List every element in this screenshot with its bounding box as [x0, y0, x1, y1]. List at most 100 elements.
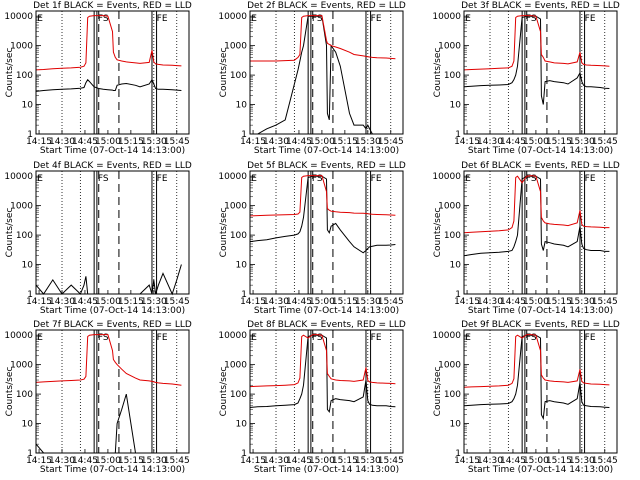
marker-label: FS: [526, 14, 537, 24]
x-tick-label: 14:15: [454, 297, 480, 307]
y-tick-label: 100: [16, 71, 33, 81]
y-tick-label: 1000: [438, 42, 461, 52]
x-tick-label: 15:15: [118, 137, 144, 147]
x-axis-label: Start Time (07-Oct-14 14:13:00): [40, 465, 185, 475]
x-axis-label: Start Time (07-Oct-14 14:13:00): [40, 146, 185, 156]
y-tick-label: 100: [16, 231, 33, 241]
x-tick-label: 14:45: [286, 297, 312, 307]
y-axis-label: Counts/sec: [219, 208, 229, 258]
marker-label: FS: [312, 174, 323, 184]
events-series-line: [250, 15, 396, 135]
x-tick-label: 15:00: [95, 456, 121, 466]
y-tick-label: 10: [450, 261, 462, 271]
marker-label: E: [251, 333, 257, 343]
x-tick-label: 14:30: [477, 137, 503, 147]
events-series-line: [35, 78, 182, 92]
x-tick-label: 15:15: [546, 137, 572, 147]
x-tick-label: 14:15: [26, 297, 52, 307]
y-tick-label: 100: [444, 390, 461, 400]
plot-frame: [463, 10, 618, 135]
plot-frame: [35, 170, 190, 295]
panel-det-9: Det 9f BLACK = Events, RED = LLD 1 10 100 10…: [432, 320, 620, 475]
marker-label: FE: [371, 333, 382, 343]
x-tick-label: 15:30: [141, 297, 167, 307]
plot-frame: [249, 170, 404, 295]
x-tick-label: 14:30: [477, 456, 503, 466]
marker-label: E: [465, 14, 471, 24]
y-tick-label: 1000: [10, 202, 33, 212]
y-tick-label: 100: [444, 231, 461, 241]
y-tick-label: 10000: [4, 12, 33, 22]
x-tick-label: 14:30: [263, 137, 289, 147]
y-tick-label: 10000: [432, 172, 461, 182]
y-tick-label: 10000: [218, 12, 247, 22]
x-tick-label: 15:15: [118, 456, 144, 466]
y-tick-label: 1000: [438, 202, 461, 212]
x-tick-label: 15:00: [309, 297, 335, 307]
marker-label: FS: [526, 174, 537, 184]
x-tick-label: 14:30: [49, 297, 75, 307]
marker-label: FE: [371, 174, 382, 184]
x-axis-label: Start Time (07-Oct-14 14:13:00): [254, 146, 399, 156]
marker-label: FE: [157, 174, 168, 184]
panel-title: Det 3f BLACK = Events, RED = LLD: [461, 1, 620, 11]
x-tick-label: 15:30: [141, 137, 167, 147]
y-tick-label: 10000: [218, 172, 247, 182]
y-tick-label: 10000: [4, 172, 33, 182]
panel-det-7: Det 7f BLACK = Events, RED = LLD 1 10 100 10…: [4, 320, 192, 475]
x-tick-label: 14:45: [72, 297, 98, 307]
x-tick-label: 15:00: [309, 137, 335, 147]
y-tick-label: 10: [450, 420, 462, 430]
lld-series-line: [463, 175, 610, 234]
y-tick-label: 10: [22, 261, 34, 271]
lld-series-line: [249, 175, 396, 217]
y-tick-label: 10000: [432, 331, 461, 341]
y-tick-label: 10: [450, 101, 462, 111]
panel-title: Det 6f BLACK = Events, RED = LLD: [461, 161, 620, 171]
marker-label: E: [37, 333, 43, 343]
plot-frame: [463, 170, 618, 295]
panel-title: Det 7f BLACK = Events, RED = LLD: [33, 320, 192, 330]
x-axis-label: Start Time (07-Oct-14 14:13:00): [468, 465, 613, 475]
x-tick-label: 14:45: [500, 137, 526, 147]
y-tick-label: 10000: [4, 331, 33, 341]
x-tick-label: 15:00: [523, 456, 549, 466]
y-axis-label: Counts/sec: [219, 48, 229, 98]
y-tick-label: 100: [230, 390, 247, 400]
x-tick-label: 15:15: [332, 297, 358, 307]
marker-label: E: [251, 14, 257, 24]
x-axis-label: Start Time (07-Oct-14 14:13:00): [254, 465, 399, 475]
x-tick-label: 15:30: [569, 456, 595, 466]
marker-label: FS: [312, 14, 323, 24]
x-tick-label: 15:00: [309, 456, 335, 466]
marker-label: E: [465, 174, 471, 184]
x-tick-label: 15:30: [355, 456, 381, 466]
panel-det-1: Det 1f BLACK = Events, RED = LLD 1 10 100 10…: [4, 1, 192, 156]
x-tick-label: 15:30: [355, 137, 381, 147]
y-axis-label: Counts/sec: [433, 48, 443, 98]
lld-series-line: [249, 334, 396, 388]
marker-label: FE: [157, 333, 168, 343]
panel-det-6: Det 6f BLACK = Events, RED = LLD 1 10 100 10…: [432, 161, 620, 316]
y-tick-label: 100: [444, 71, 461, 81]
lld-series-line: [35, 15, 182, 71]
marker-label: FE: [585, 174, 596, 184]
marker-label: FS: [98, 174, 109, 184]
x-tick-label: 14:15: [454, 137, 480, 147]
marker-label: E: [251, 174, 257, 184]
x-tick-label: 15:30: [569, 137, 595, 147]
y-tick-label: 1000: [224, 42, 247, 52]
y-tick-label: 1: [241, 290, 247, 300]
x-tick-label: 15:45: [378, 297, 404, 307]
marker-label: FS: [526, 333, 537, 343]
y-tick-label: 1000: [224, 202, 247, 212]
x-tick-label: 14:45: [72, 456, 98, 466]
y-tick-label: 1: [455, 290, 461, 300]
marker-label: E: [37, 14, 43, 24]
x-axis-label: Start Time (07-Oct-14 14:13:00): [254, 306, 399, 316]
x-axis-label: Start Time (07-Oct-14 14:13:00): [468, 146, 613, 156]
y-tick-label: 10000: [218, 331, 247, 341]
x-axis-label: Start Time (07-Oct-14 14:13:00): [40, 306, 185, 316]
